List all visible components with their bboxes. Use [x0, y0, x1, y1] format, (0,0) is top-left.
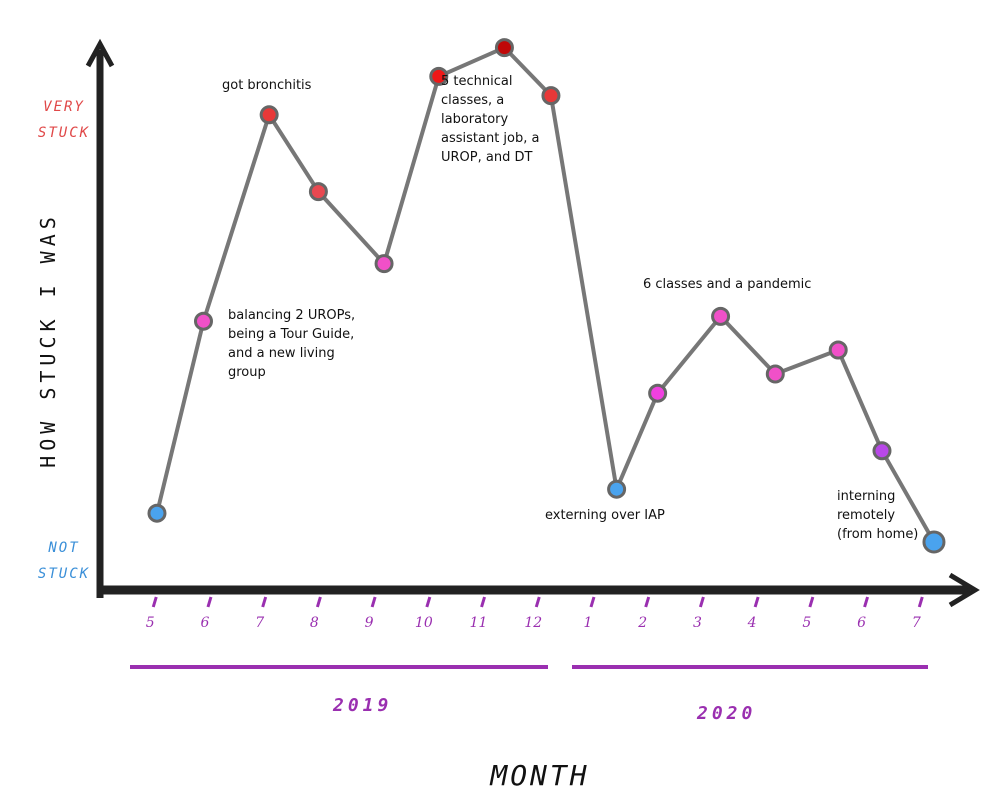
annotation: got bronchitis — [222, 78, 312, 93]
point — [765, 364, 785, 384]
annotation: externing over IAP — [545, 508, 665, 523]
x-tick — [480, 596, 486, 608]
point — [374, 254, 394, 274]
x-tick-label: 8 — [310, 615, 319, 631]
year-label: 2019 — [333, 695, 393, 716]
y-axis-title: HOW STUCK I WAS — [36, 212, 60, 468]
point — [494, 38, 514, 58]
point — [541, 86, 561, 106]
x-tick — [206, 596, 213, 608]
year-label: 2020 — [697, 703, 757, 724]
annotation: balancing 2 UROPs, being a Tour Guide, a… — [228, 308, 356, 380]
point — [308, 182, 328, 202]
point — [922, 530, 946, 554]
x-tick — [151, 596, 158, 608]
y-axis-arrow — [85, 38, 115, 68]
x-tick-label: 4 — [747, 615, 757, 631]
x-tick — [261, 596, 268, 608]
annotation: interning remotely (from home) — [837, 489, 919, 542]
x-axis-arrow — [948, 572, 980, 608]
x-tick-label: 10 — [415, 615, 433, 631]
x-tick-label: 2 — [637, 615, 647, 631]
x-tick-label: 3 — [693, 615, 702, 631]
x-tick — [425, 596, 432, 608]
point — [607, 479, 627, 499]
y-tick-label: VERY STUCK — [37, 98, 91, 141]
x-tick — [863, 596, 870, 608]
x-tick-label: 9 — [365, 615, 374, 631]
annotation: 6 classes and a pandemic — [643, 277, 812, 292]
x-tick — [534, 596, 541, 608]
x-tick-label: 7 — [912, 615, 921, 631]
x-axis-title: MONTH — [489, 759, 589, 792]
x-tick — [698, 596, 705, 608]
x-tick-label: 5 — [802, 615, 811, 631]
point — [193, 311, 213, 331]
x-tick-label: 5 — [146, 615, 155, 631]
point — [828, 340, 848, 360]
x-tick — [589, 596, 596, 608]
annotation: 5 technical classes, a laboratory assist… — [441, 74, 540, 165]
x-tick-label: 6 — [857, 615, 866, 631]
point — [259, 105, 279, 125]
x-tick — [370, 596, 377, 608]
x-tick-label: 12 — [524, 615, 542, 631]
x-tick — [917, 596, 924, 608]
point — [872, 441, 892, 461]
x-tick — [808, 596, 815, 608]
x-tick-label: 1 — [584, 615, 593, 631]
x-tick-label: 11 — [470, 615, 488, 631]
x-tick — [315, 596, 322, 608]
point — [648, 383, 668, 403]
point — [711, 306, 731, 326]
y-tick-label: NOT STUCK — [37, 540, 91, 583]
x-tick — [753, 596, 760, 608]
point — [147, 503, 167, 523]
point — [429, 66, 449, 86]
x-tick-label: 7 — [255, 615, 264, 631]
x-tick — [644, 596, 651, 608]
x-tick-label: 6 — [201, 615, 210, 631]
